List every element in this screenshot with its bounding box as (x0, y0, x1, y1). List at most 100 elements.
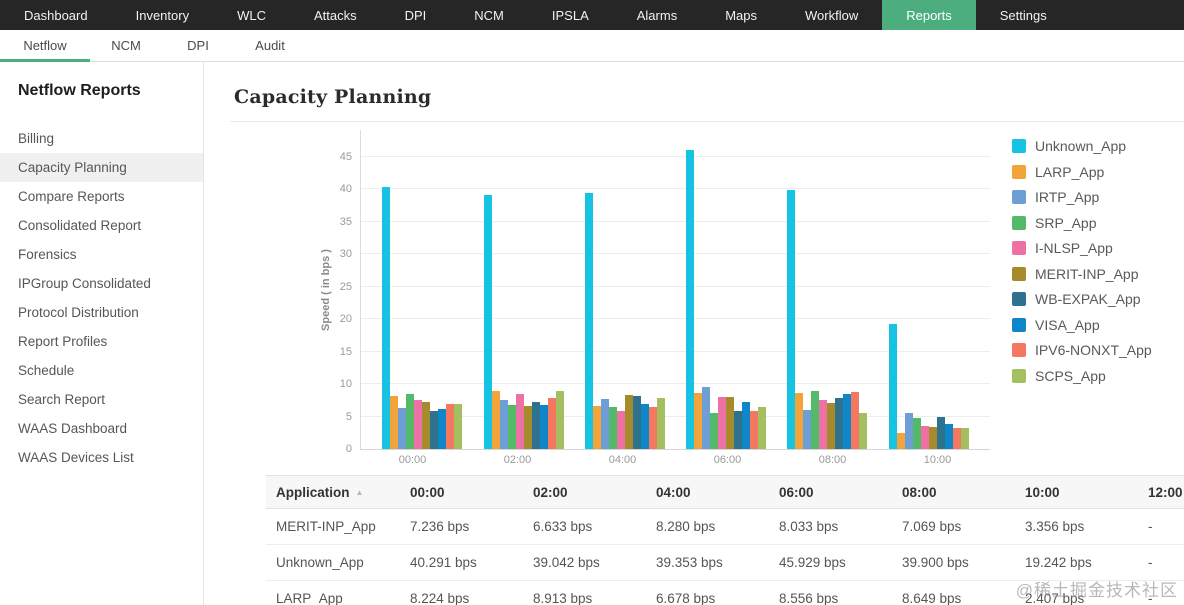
legend-swatch-icon (1012, 317, 1026, 332)
cell-value: 7.069 bps (902, 519, 962, 534)
bar-I-NLSP_App (414, 400, 423, 449)
bar-SRP_App (710, 413, 719, 449)
gridline (361, 188, 990, 189)
gridline (361, 350, 990, 352)
sidebar-item-ipgroup-consolidated[interactable]: IPGroup Consolidated (18, 276, 151, 291)
nav-item-maps[interactable]: Maps (725, 7, 757, 23)
bar-LARP_App (491, 391, 500, 449)
legend-label: MERIT-INP_App (1035, 265, 1139, 282)
nav-item-settings[interactable]: Settings (999, 7, 1047, 23)
legend-label: IPV6-NONXT_App (1035, 342, 1152, 358)
column-header-0400[interactable]: 04:00 (656, 484, 691, 500)
cell-value: 6.678 bps (656, 591, 716, 605)
nav-item-ipsla[interactable]: IPSLA (551, 7, 589, 23)
tab-netflow[interactable]: Netflow (0, 30, 90, 62)
nav-item-attacks[interactable]: Attacks (313, 7, 357, 23)
legend-item-WB-EXPAK_App[interactable]: WB-EXPAK_App (1012, 291, 1152, 307)
bar-WB-EXPAK_App (430, 410, 439, 449)
bar-SCPS_App (960, 428, 969, 449)
sidebar-item-schedule[interactable]: Schedule (18, 363, 75, 378)
bar-Unknown_App (382, 187, 391, 449)
legend-item-MERIT-INP_App[interactable]: MERIT-INP_App (1012, 266, 1152, 282)
bar-VISA_App (640, 403, 649, 449)
legend-label: I-NLSP_App (1035, 240, 1113, 256)
nav-item-ncm[interactable]: NCM (474, 7, 504, 23)
legend-item-IPV6-NONXT_App[interactable]: IPV6-NONXT_App (1012, 342, 1152, 358)
sort-ascending-icon: ▲ (355, 488, 364, 498)
capacity-planning-table: Application ▲ 00:00 02:00 04:00 06:00 08:… (266, 475, 1184, 605)
gridline (361, 383, 990, 384)
nav-item-workflow[interactable]: Workflow (805, 7, 859, 23)
legend-item-SRP_App[interactable]: SRP_App (1012, 215, 1152, 231)
tab-ncm[interactable]: NCM (111, 38, 141, 53)
bar-SCPS_App (454, 403, 463, 449)
legend-item-LARP_App[interactable]: LARP_App (1012, 164, 1152, 180)
column-header-0800[interactable]: 08:00 (902, 484, 937, 500)
x-tick-label: 08:00 (818, 454, 847, 466)
sidebar-item-protocol-distribution[interactable]: Protocol Distribution (18, 305, 139, 320)
bar-group-04:00 (584, 193, 665, 449)
bar-IRTP_App (803, 410, 812, 449)
bar-VISA_App (539, 405, 548, 449)
bar-IPV6-NONXT_App (851, 391, 860, 449)
column-header-1000[interactable]: 10:00 (1025, 484, 1060, 500)
bar-MERIT-INP_App (928, 427, 937, 449)
sidebar-item-capacity-planning[interactable]: Capacity Planning (0, 153, 203, 182)
sidebar-item-forensics[interactable]: Forensics (18, 247, 77, 262)
bar-SCPS_App (656, 398, 665, 449)
bar-I-NLSP_App (718, 397, 727, 449)
bar-Unknown_App (483, 195, 492, 449)
cell-application: MERIT-INP_App (276, 519, 376, 534)
sidebar-item-consolidated-report[interactable]: Consolidated Report (18, 218, 142, 233)
tab-dpi[interactable]: DPI (187, 38, 209, 53)
sidebar-item-waas-dashboard[interactable]: WAAS Dashboard (18, 421, 128, 436)
legend-label: SRP_App (1035, 214, 1097, 231)
column-header-0200[interactable]: 02:00 (533, 484, 568, 500)
column-header-1200[interactable]: 12:00 (1148, 484, 1183, 500)
bar-MERIT-INP_App (523, 405, 532, 449)
x-tick-label: 06:00 (713, 454, 742, 466)
legend-item-SCPS_App[interactable]: SCPS_App (1012, 368, 1152, 384)
legend-item-VISA_App[interactable]: VISA_App (1012, 317, 1152, 333)
sidebar-item-compare-reports[interactable]: Compare Reports (18, 189, 125, 204)
table-header-row: Application ▲ 00:00 02:00 04:00 06:00 08:… (266, 476, 1184, 509)
nav-item-dashboard[interactable]: Dashboard (24, 7, 88, 23)
cell-application: Unknown_App (276, 555, 364, 570)
nav-item-reports[interactable]: Reports (882, 0, 976, 30)
legend-item-IRTP_App[interactable]: IRTP_App (1012, 189, 1152, 205)
nav-item-dpi[interactable]: DPI (404, 7, 427, 23)
bar-IPV6-NONXT_App (952, 427, 961, 449)
column-header-0000[interactable]: 00:00 (410, 484, 445, 500)
column-header-application[interactable]: Application ▲ (276, 484, 364, 500)
cell-value: - (1148, 519, 1153, 534)
tab-audit[interactable]: Audit (255, 38, 285, 53)
legend-swatch-icon (1012, 266, 1026, 281)
bar-IPV6-NONXT_App (648, 406, 657, 449)
bar-SRP_App (608, 406, 617, 449)
column-header-0600[interactable]: 06:00 (779, 484, 814, 500)
nav-item-wlc[interactable]: WLC (237, 7, 266, 23)
legend-item-Unknown_App[interactable]: Unknown_App (1012, 138, 1152, 154)
legend-item-I-NLSP_App[interactable]: I-NLSP_App (1012, 240, 1152, 256)
bar-LARP_App (795, 392, 804, 449)
bar-I-NLSP_App (920, 426, 929, 449)
title-divider (230, 121, 1184, 122)
cell-value: 8.280 bps (656, 519, 716, 534)
sidebar-item-report-profiles[interactable]: Report Profiles (18, 334, 108, 349)
sidebar-item-waas-devices-list[interactable]: WAAS Devices List (18, 450, 134, 465)
nav-item-inventory[interactable]: Inventory (135, 7, 190, 23)
bar-MERIT-INP_App (624, 395, 633, 449)
legend-label: IRTP_App (1035, 189, 1100, 205)
cell-value: 3.356 bps (1025, 519, 1085, 534)
bar-VISA_App (843, 393, 852, 449)
nav-item-alarms[interactable]: Alarms (636, 7, 678, 23)
bar-Unknown_App (787, 189, 796, 449)
bar-VISA_App (742, 402, 751, 449)
cell-value: 2.407 bps (1025, 591, 1085, 605)
sidebar-item-billing[interactable]: Billing (18, 131, 55, 146)
legend-swatch-icon (1012, 241, 1026, 255)
bar-group-02:00 (483, 195, 564, 449)
sidebar-item-search-report[interactable]: Search Report (18, 392, 106, 407)
bar-Unknown_App (888, 323, 897, 449)
legend-swatch-icon (1012, 215, 1026, 230)
